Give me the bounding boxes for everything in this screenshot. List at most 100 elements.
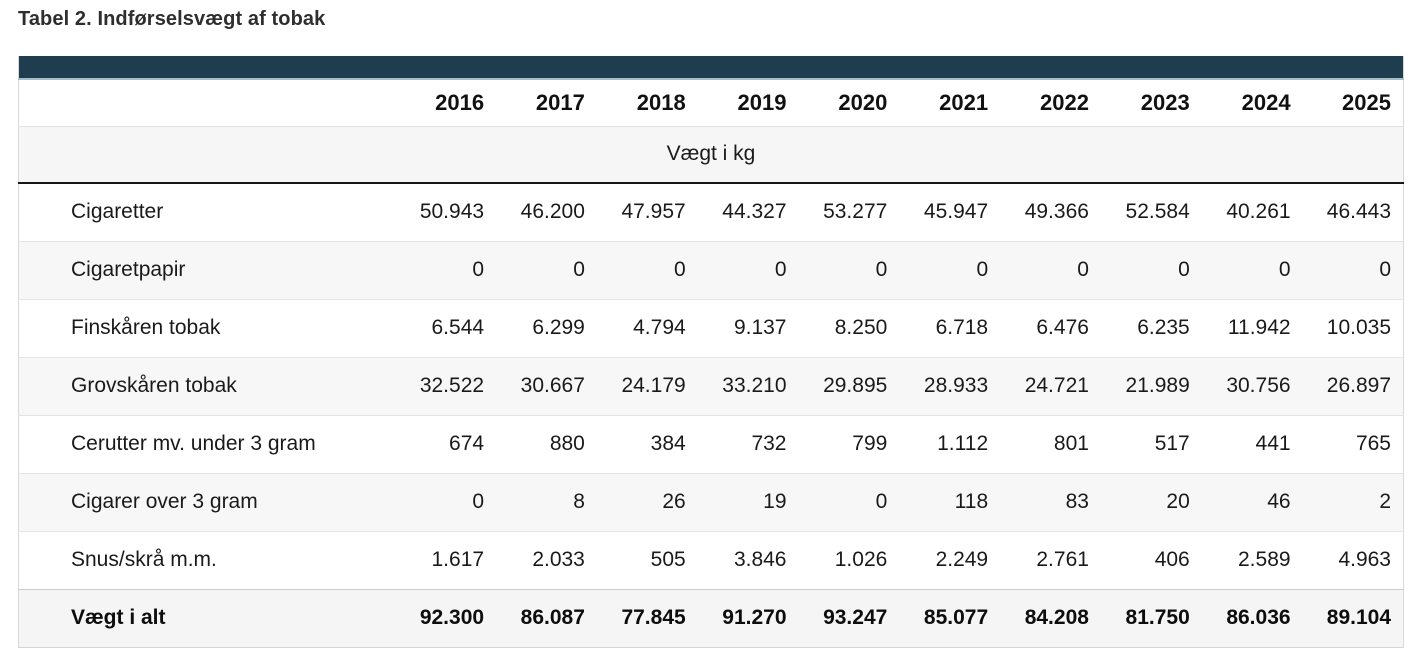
year-header: 2016 [395, 79, 497, 126]
value-cell: 1.112 [899, 414, 1001, 473]
value-cell: 2.033 [496, 530, 597, 589]
value-cell: 118 [899, 472, 1001, 531]
value-cell: 0 [496, 240, 597, 299]
value-cell: 26 [596, 472, 698, 531]
value-cell: 6.235 [1100, 298, 1202, 357]
value-cell: 53.277 [798, 183, 900, 241]
value-cell: 81.750 [1100, 588, 1202, 647]
value-cell: 19 [697, 472, 799, 531]
value-cell: 93.247 [798, 588, 900, 647]
value-cell: 517 [1100, 414, 1202, 473]
value-cell: 83 [1000, 472, 1101, 531]
table-title: Tabel 2. Indførselsvægt af tobak [18, 8, 326, 30]
value-cell: 765 [1302, 414, 1404, 473]
value-cell: 0 [1000, 240, 1101, 299]
value-cell: 0 [395, 240, 497, 299]
value-cell: 2.589 [1201, 530, 1303, 589]
value-cell: 3.846 [697, 530, 799, 589]
value-cell: 84.208 [1000, 588, 1101, 647]
value-cell: 0 [1100, 240, 1202, 299]
value-cell: 2 [1302, 472, 1404, 531]
row-label: Grovskåren tobak [18, 356, 396, 415]
table-row: Cigarer over 3 gram 0 8 26 19 0 118 83 20 46 2 [18, 472, 1404, 531]
value-cell: 50.943 [395, 183, 497, 241]
value-cell: 46.200 [496, 183, 597, 241]
table-row: Cigaretpapir 0 0 0 0 0 0 0 0 0 0 [18, 240, 1404, 299]
value-cell: 29.895 [798, 356, 900, 415]
table-row: Finskåren tobak 6.544 6.299 4.794 9.137 8.250… [18, 298, 1404, 357]
value-cell: 40.261 [1201, 183, 1303, 241]
year-header: 2024 [1201, 79, 1303, 126]
value-cell: 441 [1201, 414, 1303, 473]
row-label: Finskåren tobak [18, 298, 396, 357]
table-row: Grovskåren tobak 32.522 30.667 24.179 33.210… [18, 356, 1404, 415]
accent-bar-fill [18, 56, 1404, 80]
value-cell: 2.249 [899, 530, 1001, 589]
value-cell: 4.963 [1302, 530, 1404, 589]
value-cell: 6.299 [496, 298, 597, 357]
value-cell: 799 [798, 414, 900, 473]
value-cell: 32.522 [395, 356, 497, 415]
value-cell: 0 [798, 240, 900, 299]
year-header: 2018 [596, 79, 698, 126]
value-cell: 8 [496, 472, 597, 531]
value-cell: 801 [1000, 414, 1101, 473]
value-cell: 732 [697, 414, 799, 473]
value-cell: 85.077 [899, 588, 1001, 647]
table-body: Cigaretter 50.943 46.200 47.957 44.327 53.277… [18, 183, 1404, 647]
value-cell: 33.210 [697, 356, 799, 415]
tobacco-import-table: 2016 2017 2018 2019 2020 2021 2022 2023 2024 2025… [18, 56, 1404, 648]
value-cell: 10.035 [1302, 298, 1404, 357]
value-cell: 1.617 [395, 530, 497, 589]
value-cell: 92.300 [395, 588, 497, 647]
unit-header-row: Vægt i kg [18, 125, 1404, 184]
value-cell: 49.366 [1000, 183, 1101, 241]
value-cell: 86.036 [1201, 588, 1303, 647]
value-cell: 1.026 [798, 530, 900, 589]
unit-header: Vægt i kg [18, 125, 1404, 184]
row-label: Cigarer over 3 gram [18, 472, 396, 531]
value-cell: 89.104 [1302, 588, 1404, 647]
value-cell: 0 [899, 240, 1001, 299]
value-cell: 0 [798, 472, 900, 531]
year-header: 2022 [1000, 79, 1101, 126]
value-cell: 45.947 [899, 183, 1001, 241]
value-cell: 21.989 [1100, 356, 1202, 415]
year-header: 2020 [798, 79, 900, 126]
value-cell: 6.476 [1000, 298, 1101, 357]
value-cell: 406 [1100, 530, 1202, 589]
value-cell: 86.087 [496, 588, 597, 647]
value-cell: 505 [596, 530, 698, 589]
row-label: Cigaretter [18, 183, 396, 241]
year-header: 2017 [496, 79, 597, 126]
value-cell: 0 [1302, 240, 1404, 299]
value-cell: 77.845 [596, 588, 698, 647]
table-row: Snus/skrå m.m. 1.617 2.033 505 3.846 1.026 2.2… [18, 530, 1404, 589]
empty-corner-cell [18, 79, 396, 126]
year-header: 2021 [899, 79, 1001, 126]
year-header: 2025 [1302, 79, 1404, 126]
value-cell: 24.721 [1000, 356, 1101, 415]
value-cell: 9.137 [697, 298, 799, 357]
accent-bar [18, 56, 1404, 80]
value-cell: 46 [1201, 472, 1303, 531]
value-cell: 91.270 [697, 588, 799, 647]
value-cell: 384 [596, 414, 698, 473]
year-header-row: 2016 2017 2018 2019 2020 2021 2022 2023 2024 2025 [18, 79, 1404, 126]
row-label: Snus/skrå m.m. [18, 530, 396, 589]
value-cell: 6.718 [899, 298, 1001, 357]
year-header: 2019 [697, 79, 799, 126]
value-cell: 24.179 [596, 356, 698, 415]
table-container: 2016 2017 2018 2019 2020 2021 2022 2023 2024 2025… [18, 56, 1404, 648]
value-cell: 46.443 [1302, 183, 1404, 241]
value-cell: 30.756 [1201, 356, 1303, 415]
value-cell: 0 [1201, 240, 1303, 299]
value-cell: 26.897 [1302, 356, 1404, 415]
value-cell: 0 [596, 240, 698, 299]
row-label: Vægt i alt [18, 588, 396, 647]
value-cell: 674 [395, 414, 497, 473]
value-cell: 20 [1100, 472, 1202, 531]
row-label: Cerutter mv. under 3 gram [18, 414, 396, 473]
value-cell: 0 [697, 240, 799, 299]
